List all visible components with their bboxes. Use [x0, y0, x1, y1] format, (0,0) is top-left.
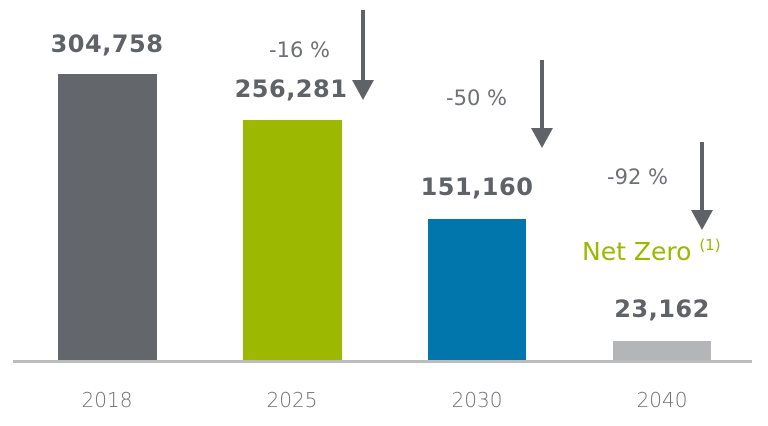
net-zero-text: Net Zero [582, 237, 692, 266]
reduction-label-2040: -92 % [607, 165, 668, 189]
net-zero-label: Net Zero (1) [582, 236, 721, 266]
bar-2040 [613, 341, 711, 361]
category-label-2040: 2040 [636, 388, 688, 412]
down-arrow-icon [352, 10, 374, 100]
bar-2030 [428, 219, 526, 361]
bar-2025 [243, 120, 342, 361]
value-label-2040: 23,162 [614, 295, 710, 323]
value-label-2025: 256,281 [234, 75, 348, 103]
value-label-2030: 151,160 [420, 173, 534, 201]
reduction-label-2030: -50 % [446, 86, 507, 110]
category-label-2025: 2025 [266, 388, 318, 412]
value-label-2018: 304,758 [50, 30, 164, 58]
reduction-label-2025: -16 % [269, 38, 330, 62]
bar-2018 [58, 74, 157, 361]
category-label-2018: 2018 [81, 388, 133, 412]
down-arrow-icon [531, 60, 553, 148]
down-arrow-icon [691, 142, 713, 230]
x-axis-line [13, 360, 752, 363]
net-zero-footnote: (1) [699, 236, 721, 254]
category-label-2030: 2030 [451, 388, 503, 412]
